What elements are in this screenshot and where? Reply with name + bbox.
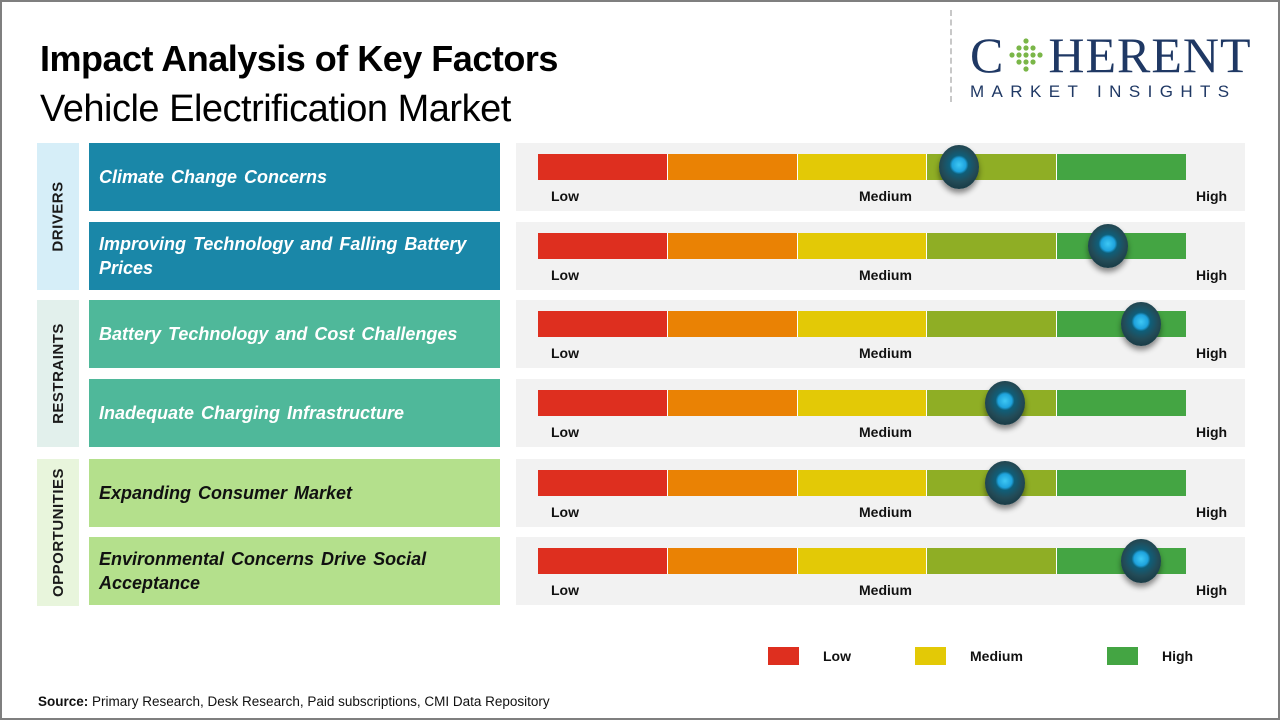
factor-row: Improving Technology and Falling Battery… [89,222,500,290]
gauge-label-high: High [1196,424,1228,440]
factor-row: Expanding Consumer Market [89,459,500,527]
gauge-bar [538,233,1186,259]
factor-row: Inadequate Charging Infrastructure [89,379,500,447]
gauge-segment [538,390,668,416]
gauge-segment [797,154,928,180]
gauge-label-high: High [1196,582,1228,598]
legend-item-high: High [1107,647,1193,665]
gauge-segment [667,548,798,574]
gauge-segment [538,470,668,496]
gauge-segment [797,470,928,496]
gauge-label-medium: Medium [859,424,912,440]
impact-indicator-knob [984,381,1025,425]
gauge-segment [667,233,798,259]
gauge-label-low: Low [551,582,579,598]
legend-swatch-medium [915,647,946,665]
gauge-segment [1057,154,1186,180]
gauge-segment [667,470,798,496]
legend-swatch-high [1107,647,1138,665]
factor-label: Improving Technology and Falling Battery… [99,234,467,278]
impact-indicator-knob [984,461,1025,505]
globe-dots-icon [1009,38,1043,72]
logo-subtext: MARKET INSIGHTS [970,82,1237,101]
legend-item-medium: Medium [915,647,1023,665]
legend-label: High [1162,648,1194,664]
gauge-segment [927,548,1058,574]
impact-gauge: Low Medium High [516,379,1245,447]
gauge-bar [538,311,1186,337]
gauge-segment [538,154,668,180]
logo-text-left: C [970,27,1005,83]
logo-text-right: HERENT [1048,27,1252,83]
gauge-segment [927,311,1058,337]
gauge-label-high: High [1196,345,1228,361]
company-logo: C HERENT MARKET INSIGHTS [970,30,1270,102]
gauge-label-low: Low [551,345,579,361]
category-label: OPPORTUNITIES [49,467,67,598]
legend-item-low: Low [768,647,851,665]
legend-label: Medium [970,648,1023,664]
gauge-segment [797,233,928,259]
factor-label: Inadequate Charging Infrastructure [99,403,405,423]
gauge-label-medium: Medium [859,504,912,520]
category-label: RESTRAINTS [49,323,67,424]
factor-row: Battery Technology and Cost Challenges [89,300,500,368]
impact-gauge: Low Medium High [516,459,1245,527]
gauge-bar [538,154,1186,180]
gauge-label-high: High [1196,188,1228,204]
gauge-label-low: Low [551,504,579,520]
gauge-label-medium: Medium [859,345,912,361]
category-drivers: DRIVERS [37,143,79,290]
factor-label: Environmental Concerns Drive Social Acce… [99,549,427,593]
factor-row: Environmental Concerns Drive Social Acce… [89,537,500,605]
factor-label: Battery Technology and Cost Challenges [99,324,458,344]
gauge-segment [927,233,1058,259]
gauge-bar [538,390,1186,416]
gauge-label-low: Low [551,267,579,283]
impact-gauge: Low Medium High [516,537,1245,605]
page-subtitle: Vehicle Electrification Market [40,88,511,130]
gauge-label-low: Low [551,424,579,440]
impact-indicator-knob [939,145,980,189]
legend-label: Low [823,648,851,664]
logo-divider [950,10,952,102]
impact-gauge: Low Medium High [516,143,1245,211]
source-note: Source: Primary Research, Desk Research,… [38,694,550,709]
impact-indicator-knob [1088,224,1129,268]
gauge-bar [538,548,1186,574]
gauge-label-high: High [1196,504,1228,520]
gauge-segment [538,548,668,574]
gauge-label-medium: Medium [859,582,912,598]
gauge-segment [667,390,798,416]
gauge-segment [667,311,798,337]
factor-label: Expanding Consumer Market [99,483,353,503]
page-title: Impact Analysis of Key Factors [40,38,558,79]
source-label: Source: [38,694,89,709]
legend-swatch-low [768,647,799,665]
impact-indicator-knob [1120,302,1161,346]
gauge-segment [797,390,928,416]
gauge-segment [538,311,668,337]
factor-label: Climate Change Concerns [99,167,328,187]
gauge-label-medium: Medium [859,267,912,283]
category-label: DRIVERS [49,181,67,252]
gauge-segment [538,233,668,259]
gauge-label-medium: Medium [859,188,912,204]
impact-gauge: Low Medium High [516,300,1245,368]
source-text: Primary Research, Desk Research, Paid su… [88,694,550,709]
gauge-bar [538,470,1186,496]
gauge-segment [667,154,798,180]
category-opportunities: OPPORTUNITIES [37,459,79,606]
impact-gauge: Low Medium High [516,222,1245,290]
gauge-segment [1057,470,1186,496]
gauge-segment [797,311,928,337]
factor-row: Climate Change Concerns [89,143,500,211]
impact-indicator-knob [1120,539,1161,583]
category-restraints: RESTRAINTS [37,300,79,447]
gauge-label-high: High [1196,267,1228,283]
gauge-label-low: Low [551,188,579,204]
gauge-segment [797,548,928,574]
gauge-segment [1057,390,1186,416]
